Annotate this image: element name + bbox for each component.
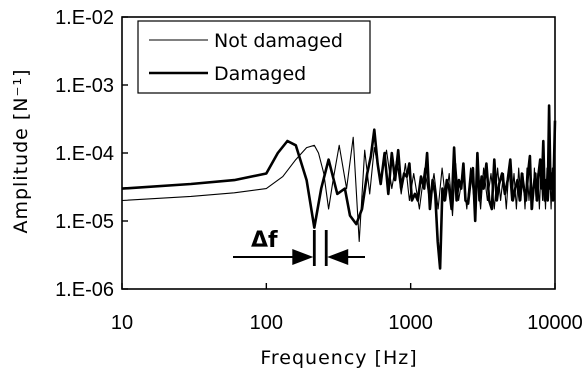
x-tick-label: 1000	[388, 312, 433, 334]
legend-label-not-damaged: Not damaged	[214, 30, 343, 52]
x-tick-label: 100	[250, 312, 283, 334]
y-tick-label: 1.E-06	[55, 279, 114, 301]
legend-label-damaged: Damaged	[214, 63, 306, 85]
delta-f-label: Δf	[251, 228, 278, 253]
axes: 10 100 1000 10000 1.E-02 1.E-03 1.E-04 1.E-05 1.…	[55, 7, 583, 334]
series-line-not-damaged	[121, 136, 556, 243]
y-tick-label: 1.E-05	[55, 211, 114, 233]
delta-f-arrow-left-head	[292, 249, 314, 265]
x-tick-label: 10000	[527, 312, 583, 334]
plot-area	[121, 104, 557, 270]
legend-box	[137, 20, 371, 94]
delta-f-annotation: Δf	[233, 228, 365, 266]
x-tick-label: 10	[111, 312, 133, 334]
delta-f-arrow-right-head	[327, 249, 349, 265]
x-axis-label: Frequency [Hz]	[260, 347, 417, 369]
y-tick-label: 1.E-02	[55, 7, 114, 29]
y-tick-label: 1.E-04	[55, 143, 114, 165]
legend: Not damaged Damaged	[137, 20, 371, 94]
y-axis-label: Amplitude [N⁻¹]	[10, 68, 32, 233]
y-tick-label: 1.E-03	[55, 75, 114, 97]
series-line-damaged	[121, 104, 557, 270]
